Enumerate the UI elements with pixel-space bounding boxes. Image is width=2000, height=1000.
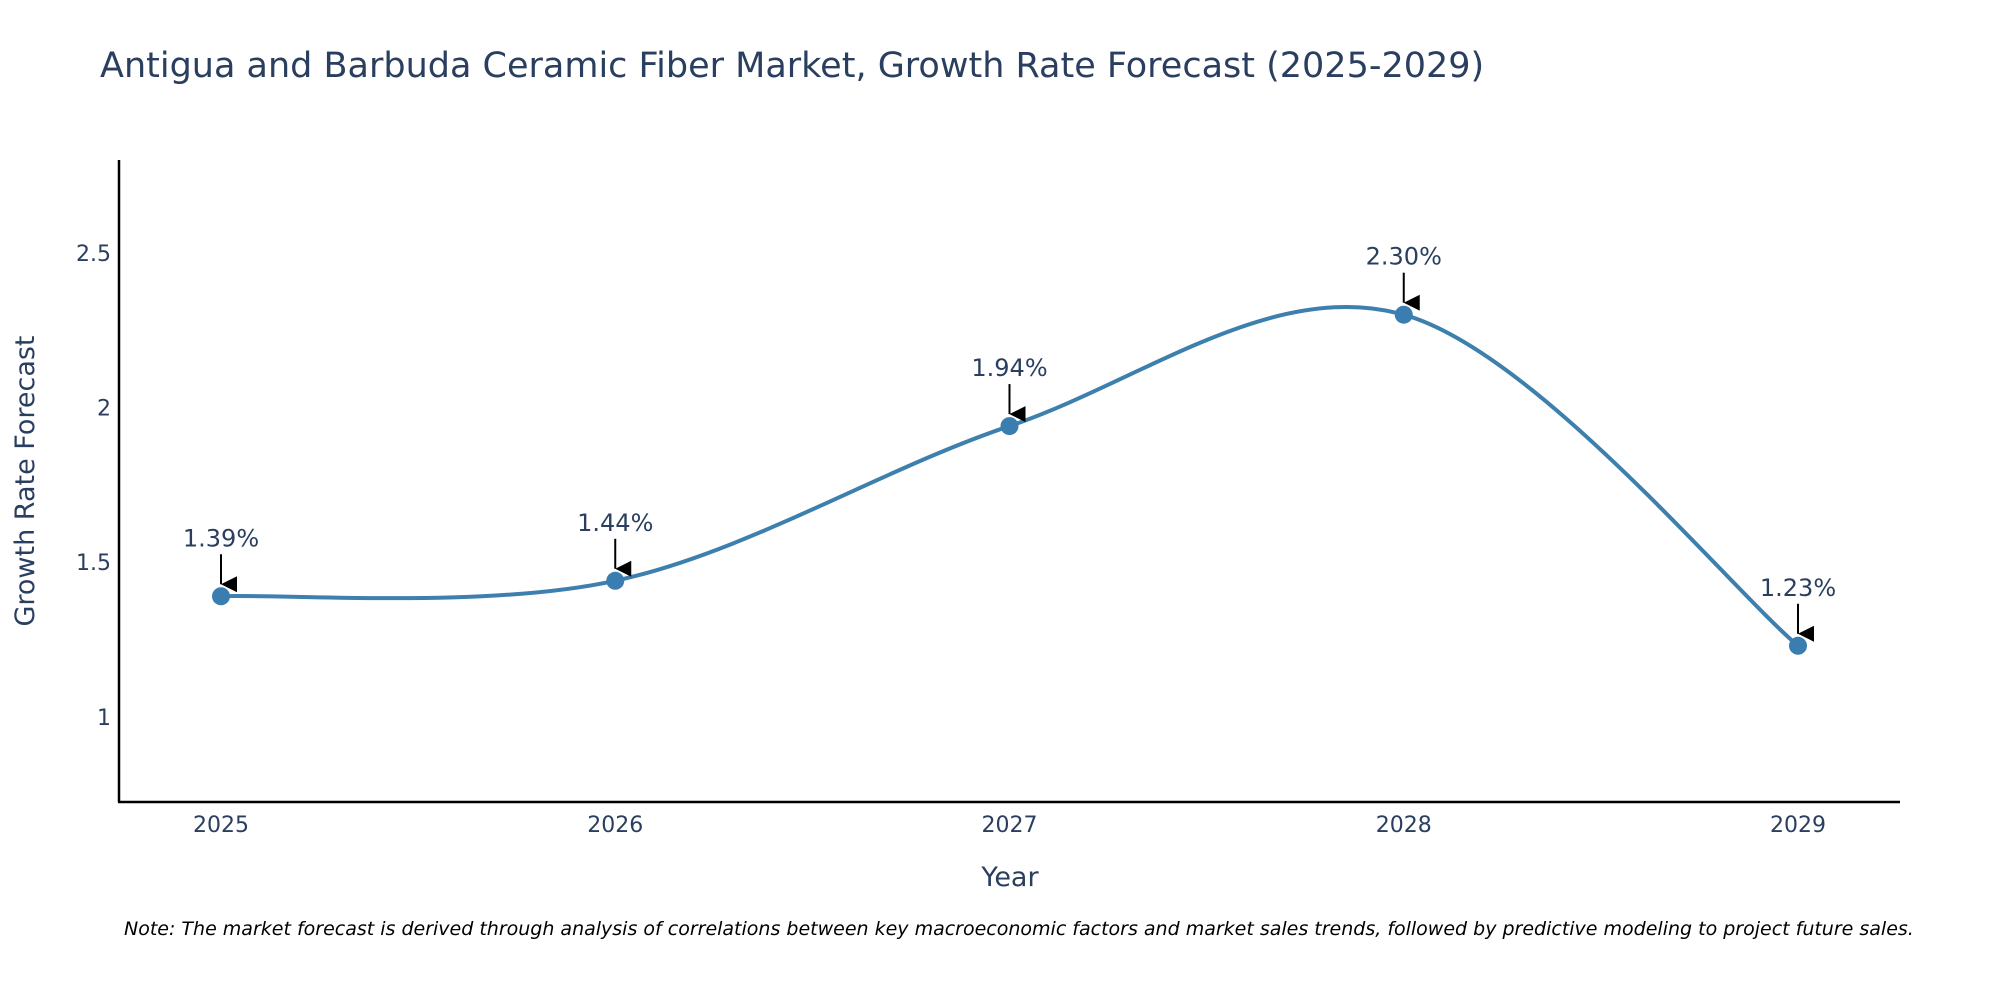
- data-label: 1.44%: [577, 509, 653, 537]
- x-tick-label: 2025: [193, 813, 249, 838]
- data-point: [1000, 417, 1019, 436]
- data-point: [212, 587, 230, 606]
- y-axis-ticks: 1 1.5 2 2.5: [76, 242, 111, 731]
- data-labels: 1.39% 1.44% 1.94% 2.30% 1.23%: [183, 243, 1836, 642]
- data-label: 1.94%: [971, 354, 1047, 382]
- x-axis-ticks: 2025 2026 2027 2028 2029: [193, 813, 1826, 838]
- y-tick-label: 1.5: [76, 551, 111, 576]
- y-tick-label: 2: [97, 397, 111, 422]
- x-axis-title: Year: [980, 862, 1039, 893]
- x-tick-label: 2029: [1770, 813, 1826, 838]
- series-line: [220, 305, 1800, 648]
- data-label: 2.30%: [1366, 243, 1442, 271]
- data-label: 1.23%: [1760, 574, 1836, 602]
- y-tick-label: 1: [97, 706, 111, 731]
- x-tick-label: 2026: [587, 813, 643, 838]
- data-point: [1394, 305, 1413, 324]
- data-point: [1789, 636, 1807, 655]
- x-tick-label: 2028: [1376, 813, 1432, 838]
- data-label: 1.39%: [183, 524, 259, 552]
- y-tick-label: 2.5: [76, 242, 111, 267]
- chart-title: Antigua and Barbuda Ceramic Fiber Market…: [100, 46, 1485, 86]
- chart-note: Note: The market forecast is derived thr…: [124, 918, 1914, 940]
- x-tick-label: 2027: [982, 813, 1038, 838]
- y-axis-title: Growth Rate Forecast: [10, 335, 41, 626]
- data-point: [606, 571, 625, 590]
